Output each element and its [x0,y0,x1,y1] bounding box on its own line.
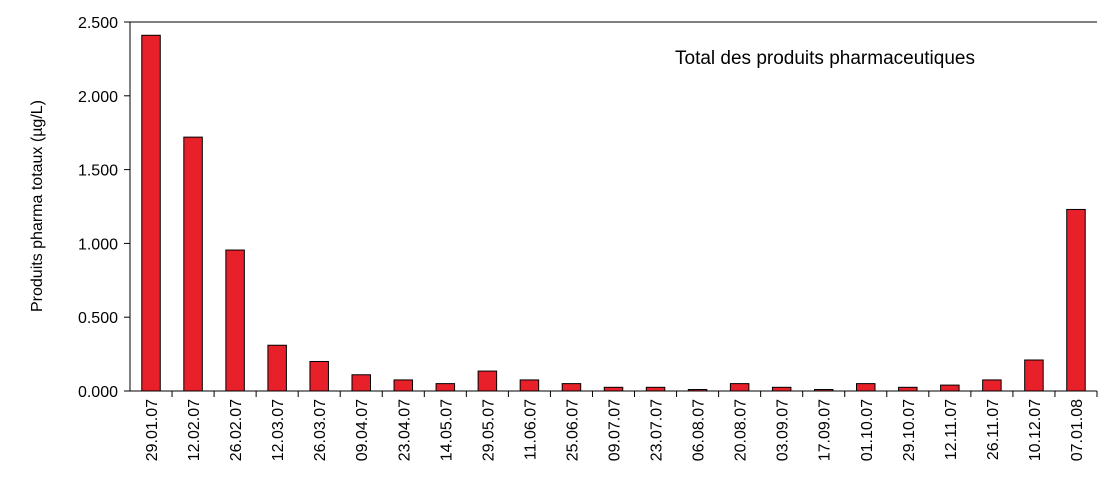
x-tick-label: 29.10.07 [901,399,918,461]
x-tick-label: 29.05.07 [480,399,497,461]
bar [351,374,371,392]
x-tick-label: 10.12.07 [1027,399,1044,461]
x-tick-label: 25.06.07 [564,399,581,461]
x-tick-label: 09.07.07 [607,399,624,461]
x-tick-label: 29.01.07 [144,399,161,461]
bar [519,379,540,392]
y-tick-label: 0.500 [78,310,118,327]
bar [898,386,918,392]
bar [687,389,708,392]
x-tick-label: 23.07.07 [649,399,666,461]
bar [813,389,834,392]
x-tick-label: 17.09.07 [817,399,834,461]
x-tick-label: 06.08.07 [691,399,708,461]
annotation: Total des produits pharmaceutiques [675,48,975,69]
bar [141,34,161,392]
bar [309,360,329,392]
bar [267,344,287,392]
bar [561,383,582,392]
x-tick-label: 26.02.07 [228,399,245,461]
bar [729,383,750,392]
bar [771,386,792,392]
y-axis-label: Produits pharma totaux (µg/L) [29,100,46,312]
y-tick-label: 0.000 [78,384,118,401]
bar [225,249,245,392]
bar [477,370,498,392]
x-tick-label: 07.01.08 [1069,399,1086,461]
x-tick-label: 14.05.07 [438,399,455,461]
bar [183,136,203,392]
x-tick-label: 20.08.07 [733,399,750,461]
bar [435,383,456,392]
y-tick-label: 2.500 [78,15,118,32]
x-tick-label: 26.11.07 [985,399,1002,460]
x-tick-label: 23.04.07 [396,399,413,461]
x-tick-label: 03.09.07 [775,399,792,461]
y-tick-label: 2.000 [78,89,118,106]
x-tick-label: 01.10.07 [859,399,876,461]
x-tick-label: 12.11.07 [943,399,960,460]
x-tick-label: 09.04.07 [354,399,371,461]
bar [1024,359,1044,392]
y-tick-label: 1.500 [78,163,118,180]
bar [645,386,666,392]
bar [940,384,960,392]
x-tick-label: 12.02.07 [186,399,203,461]
x-tick-label: 12.03.07 [270,399,287,461]
bar [982,379,1002,392]
bar [856,383,876,392]
bar [603,386,624,392]
y-tick-label: 1.000 [78,236,118,253]
x-tick-label: 11.06.07 [522,399,539,460]
bar [1066,208,1086,392]
x-tick-label: 26.03.07 [312,399,329,461]
bar [393,379,414,392]
